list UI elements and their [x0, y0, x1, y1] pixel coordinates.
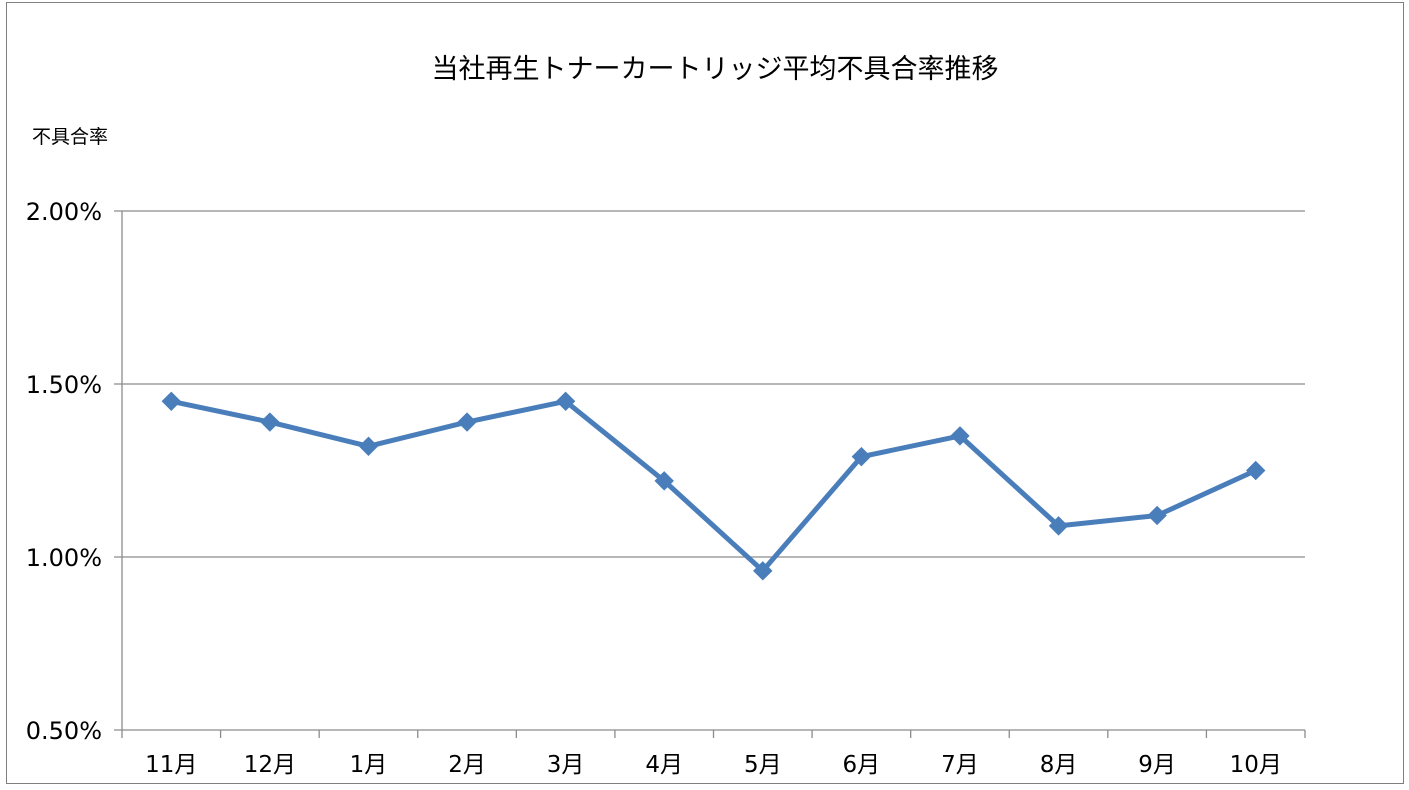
y-tick-label: 1.50%	[26, 371, 102, 399]
x-tick-label: 5月	[744, 752, 782, 778]
x-tick-label: 3月	[547, 752, 585, 778]
x-tick-labels: 11月 12月 1月 2月 3月 4月 5月 6月 7月 8月 9月 10月	[145, 752, 1282, 778]
x-tick-label: 4月	[645, 752, 683, 778]
data-point-marker	[555, 391, 576, 412]
gridlines	[114, 210, 1305, 558]
data-point-marker	[950, 426, 970, 446]
data-point-marker	[358, 436, 379, 456]
data-point-marker	[457, 412, 477, 432]
x-tick-label: 2月	[448, 752, 486, 778]
x-tick-label: 10月	[1230, 752, 1282, 778]
x-tick-label: 11月	[145, 752, 197, 778]
chart-title: 当社再生トナーカートリッジ平均不具合率推移	[432, 54, 999, 85]
y-tick-label: 0.50%	[26, 717, 102, 745]
data-point-marker	[753, 561, 773, 581]
y-tick-labels: 0.50% 1.00% 1.50% 2.00%	[26, 198, 102, 745]
data-point-marker	[260, 412, 280, 432]
y-tick-label: 2.00%	[26, 198, 102, 226]
data-point-marker	[1147, 505, 1167, 526]
x-tick-label: 1月	[350, 752, 388, 778]
x-tick-label: 9月	[1138, 752, 1176, 778]
data-point-marker	[851, 446, 872, 467]
x-tick-label: 7月	[941, 752, 979, 778]
series-line	[168, 398, 1259, 574]
series-layer	[161, 391, 1266, 581]
data-point-marker	[654, 471, 674, 491]
x-tick-label: 6月	[843, 752, 881, 778]
data-point-marker	[161, 391, 181, 412]
axes	[114, 211, 1306, 738]
x-tick-label: 12月	[244, 752, 296, 778]
data-point-marker	[1048, 516, 1069, 536]
x-tick-label: 8月	[1040, 752, 1078, 778]
chart-frame	[6, 2, 1404, 784]
y-tick-label: 1.00%	[26, 544, 102, 572]
y-axis-title: 不具合率	[32, 126, 108, 148]
data-point-marker	[1246, 460, 1266, 481]
